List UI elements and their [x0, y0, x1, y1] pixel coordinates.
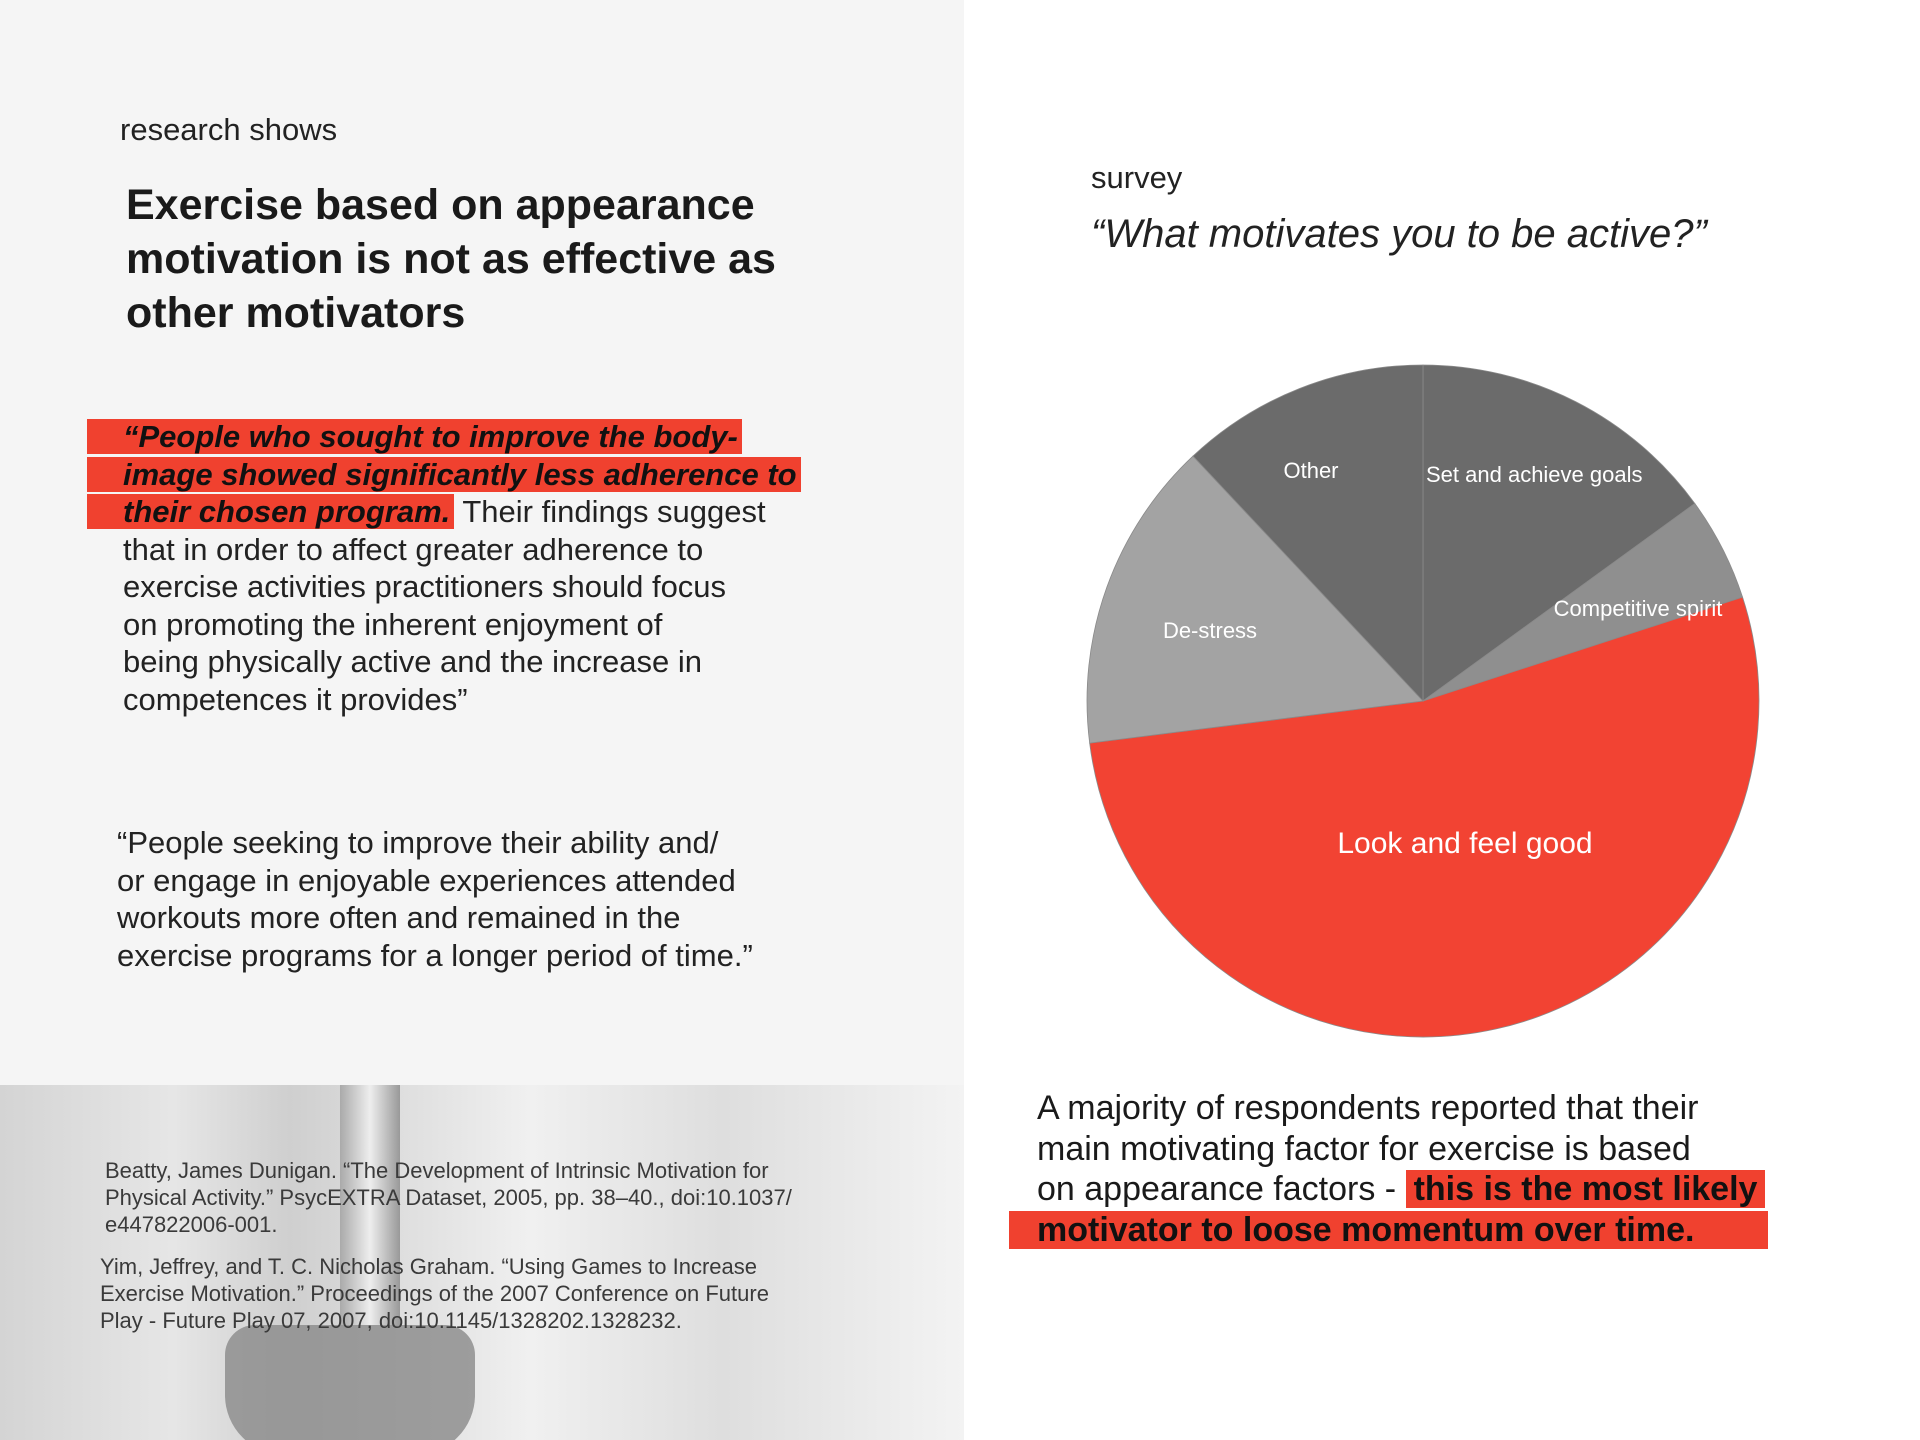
pie-slice-label: Other — [1283, 458, 1338, 483]
heading-line: motivation is not as effective as — [126, 235, 776, 283]
quote-highlight: their chosen program. — [87, 494, 455, 529]
dumbbell-handle — [340, 1085, 400, 1325]
quote-text: being physically active and the increase… — [123, 644, 703, 679]
research-panel — [0, 0, 964, 1085]
pie-slice — [1089, 596, 1760, 1038]
citation-line: Exercise Motivation.” Proceedings of the… — [100, 1281, 769, 1306]
quote-text: competences it provides” — [123, 681, 468, 717]
pie-slice — [1086, 455, 1424, 744]
dumbbell-photo — [0, 1085, 964, 1440]
summary-highlight: motivator to loose momentum over time. — [1009, 1210, 1769, 1249]
summary-line: main motivating factor for exercise is b… — [1037, 1129, 1691, 1168]
citation-line: e447822006-001. — [105, 1212, 278, 1237]
pie-slice-label: Set and achieve goals — [1426, 462, 1643, 487]
citation-line: Play - Future Play 07, 2007, doi:10.1145… — [100, 1308, 682, 1333]
quote-line: exercise programs for a longer period of… — [117, 937, 753, 973]
citation-line: Physical Activity.” PsycEXTRA Dataset, 2… — [105, 1185, 792, 1210]
quote-text: that in order to affect greater adherenc… — [123, 531, 704, 567]
pie-slice-label: Competitive spirit — [1554, 596, 1723, 621]
quote-highlight: “People who sought to improve the body- — [87, 419, 742, 454]
research-eyebrow: research shows — [120, 112, 338, 147]
citation-line: Beatty, James Dunigan. “The Development … — [105, 1158, 769, 1183]
dumbbell-weight — [225, 1325, 475, 1440]
heading-line: other motivators — [126, 289, 466, 337]
quote-text: Their findings suggest — [454, 494, 766, 529]
heading-line: Exercise based on appearance — [126, 181, 755, 229]
research-quote: “People who sought to improve the body- … — [87, 418, 801, 718]
citation: Beatty, James Dunigan. “The Development … — [105, 1157, 792, 1238]
quote-line: workouts more often and remained in the — [117, 900, 681, 935]
quote-line: “People seeking to improve their ability… — [117, 825, 719, 860]
survey-question: “What motivates you to be active?” — [1091, 212, 1707, 256]
survey-eyebrow: survey — [1091, 160, 1183, 195]
survey-summary: A majority of respondents reported that … — [1009, 1088, 1769, 1250]
citation: Yim, Jeffrey, and T. C. Nicholas Graham.… — [100, 1253, 769, 1334]
pie-slice-label: Look and feel good — [1337, 827, 1592, 860]
quote-text: exercise activities practitioners should… — [123, 569, 727, 604]
research-heading: Exercise based on appearance motivation … — [126, 178, 776, 340]
pie-slice-label: De-stress — [1163, 618, 1257, 643]
quote-text: on promoting the inherent enjoyment of — [123, 606, 663, 642]
pie-slice — [1422, 364, 1696, 702]
summary-line: A majority of respondents reported that … — [1037, 1089, 1699, 1127]
pie-slice — [1192, 364, 1424, 703]
research-quote-2: “People seeking to improve their ability… — [117, 824, 753, 974]
summary-line: on appearance factors - — [1037, 1170, 1406, 1209]
citation-line: Yim, Jeffrey, and T. C. Nicholas Graham.… — [100, 1254, 757, 1279]
summary-highlight: this is the most likely — [1405, 1170, 1766, 1209]
quote-line: or engage in enjoyable experiences atten… — [117, 862, 736, 898]
quote-highlight: image showed significantly less adherenc… — [87, 456, 801, 492]
